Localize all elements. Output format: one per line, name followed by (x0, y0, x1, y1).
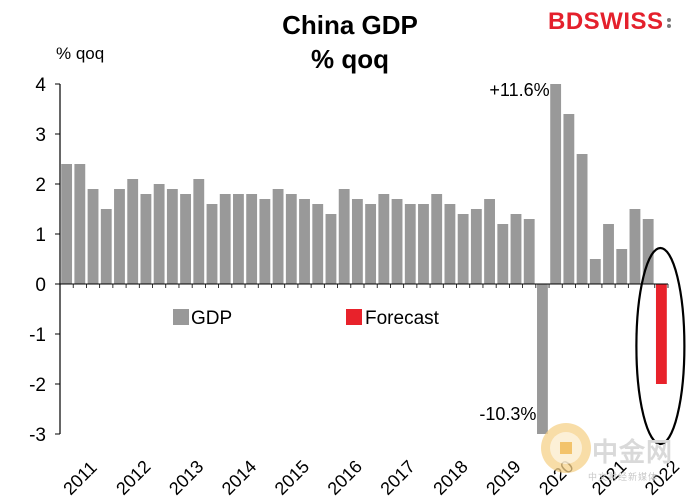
gdp-bar (444, 204, 456, 284)
x-year-label: 2017 (376, 456, 418, 498)
coin-logo-icon (541, 423, 591, 473)
gdp-bar (510, 214, 522, 284)
x-year-label: 2012 (112, 456, 154, 498)
brand-dots-icon (666, 16, 671, 30)
brand-logo: BDSWISS (548, 8, 671, 36)
y-tick-label: -1 (29, 325, 46, 346)
gdp-bar (193, 179, 205, 284)
data-annotation: -10.3% (479, 404, 536, 424)
gdp-bar (523, 219, 535, 284)
gdp-bar (325, 214, 337, 284)
legend-swatch-gdp (173, 309, 189, 325)
x-year-label: 2016 (324, 456, 366, 498)
x-year-label: 2011 (59, 457, 101, 499)
gdp-bar (219, 194, 231, 284)
gdp-bar (100, 209, 112, 284)
brand-part1: BD (548, 8, 584, 35)
gdp-bar (497, 224, 509, 284)
gdp-bar (272, 189, 284, 284)
gdp-bar (246, 194, 258, 284)
x-year-label: 2015 (271, 456, 313, 498)
chart-subtitle: % qoq (311, 44, 389, 74)
gdp-bar (576, 154, 588, 284)
gdp-bar (127, 179, 139, 284)
gdp-bar (299, 199, 310, 284)
gdp-bar (153, 184, 165, 284)
gdp-bar (206, 204, 218, 284)
gdp-bar (259, 199, 271, 284)
y-tick-label: -3 (29, 425, 46, 446)
x-year-label: 2014 (218, 456, 260, 498)
forecast-highlight-ellipse (635, 246, 686, 446)
x-year-label: 2013 (165, 456, 207, 498)
gdp-bar (166, 189, 178, 284)
gdp-bar (418, 204, 429, 284)
legend-label-gdp: GDP (191, 308, 232, 329)
gdp-bar (74, 164, 86, 284)
y-tick-label: 2 (35, 175, 46, 196)
y-tick-label: 4 (35, 75, 46, 96)
gdp-bar (338, 189, 350, 284)
watermark-name: 中金网 (592, 437, 674, 467)
gdp-bar (484, 199, 495, 284)
gdp-bar (629, 209, 641, 284)
gdp-bar (391, 199, 403, 284)
gdp-bar (457, 214, 469, 284)
gdp-bar (603, 224, 614, 284)
y-tick-label: -2 (29, 375, 46, 396)
gdp-bar (404, 204, 416, 284)
chart-title: China GDP (282, 10, 418, 40)
gdp-bar (616, 249, 628, 284)
gdp-bar (550, 84, 562, 284)
gdp-bar (470, 209, 482, 284)
watermark-subtitle: 中文财经新媒体 (588, 472, 659, 482)
gdp-bar (180, 194, 191, 284)
gdp-bar (61, 164, 73, 284)
gdp-bar (285, 194, 297, 284)
legend-swatch-forecast (346, 309, 362, 325)
brand-part2: SWISS (583, 8, 664, 35)
forecast-bar (655, 284, 667, 384)
gdp-bar (431, 194, 443, 284)
x-year-label: 2019 (482, 456, 524, 498)
y-axis-label: % qoq (56, 44, 105, 63)
y-tick-label: 0 (35, 275, 46, 296)
gdp-bar (365, 204, 377, 284)
gdp-bar (233, 194, 244, 284)
y-tick-label: 3 (35, 125, 46, 146)
gdp-bar (378, 194, 390, 284)
x-year-label: 2018 (429, 456, 471, 498)
gdp-bar (114, 189, 125, 284)
y-tick-label: 1 (35, 225, 46, 246)
gdp-bar (589, 259, 601, 284)
gdp-bar (642, 219, 654, 284)
gdp-bar (351, 199, 363, 284)
data-annotation: +11.6% (489, 80, 549, 100)
gdp-bar (140, 194, 152, 284)
gdp-bar (563, 114, 575, 284)
gdp-bar (537, 284, 548, 434)
gdp-bar (312, 204, 324, 284)
legend-label-forecast: Forecast (365, 308, 440, 329)
gdp-bar (87, 189, 99, 284)
